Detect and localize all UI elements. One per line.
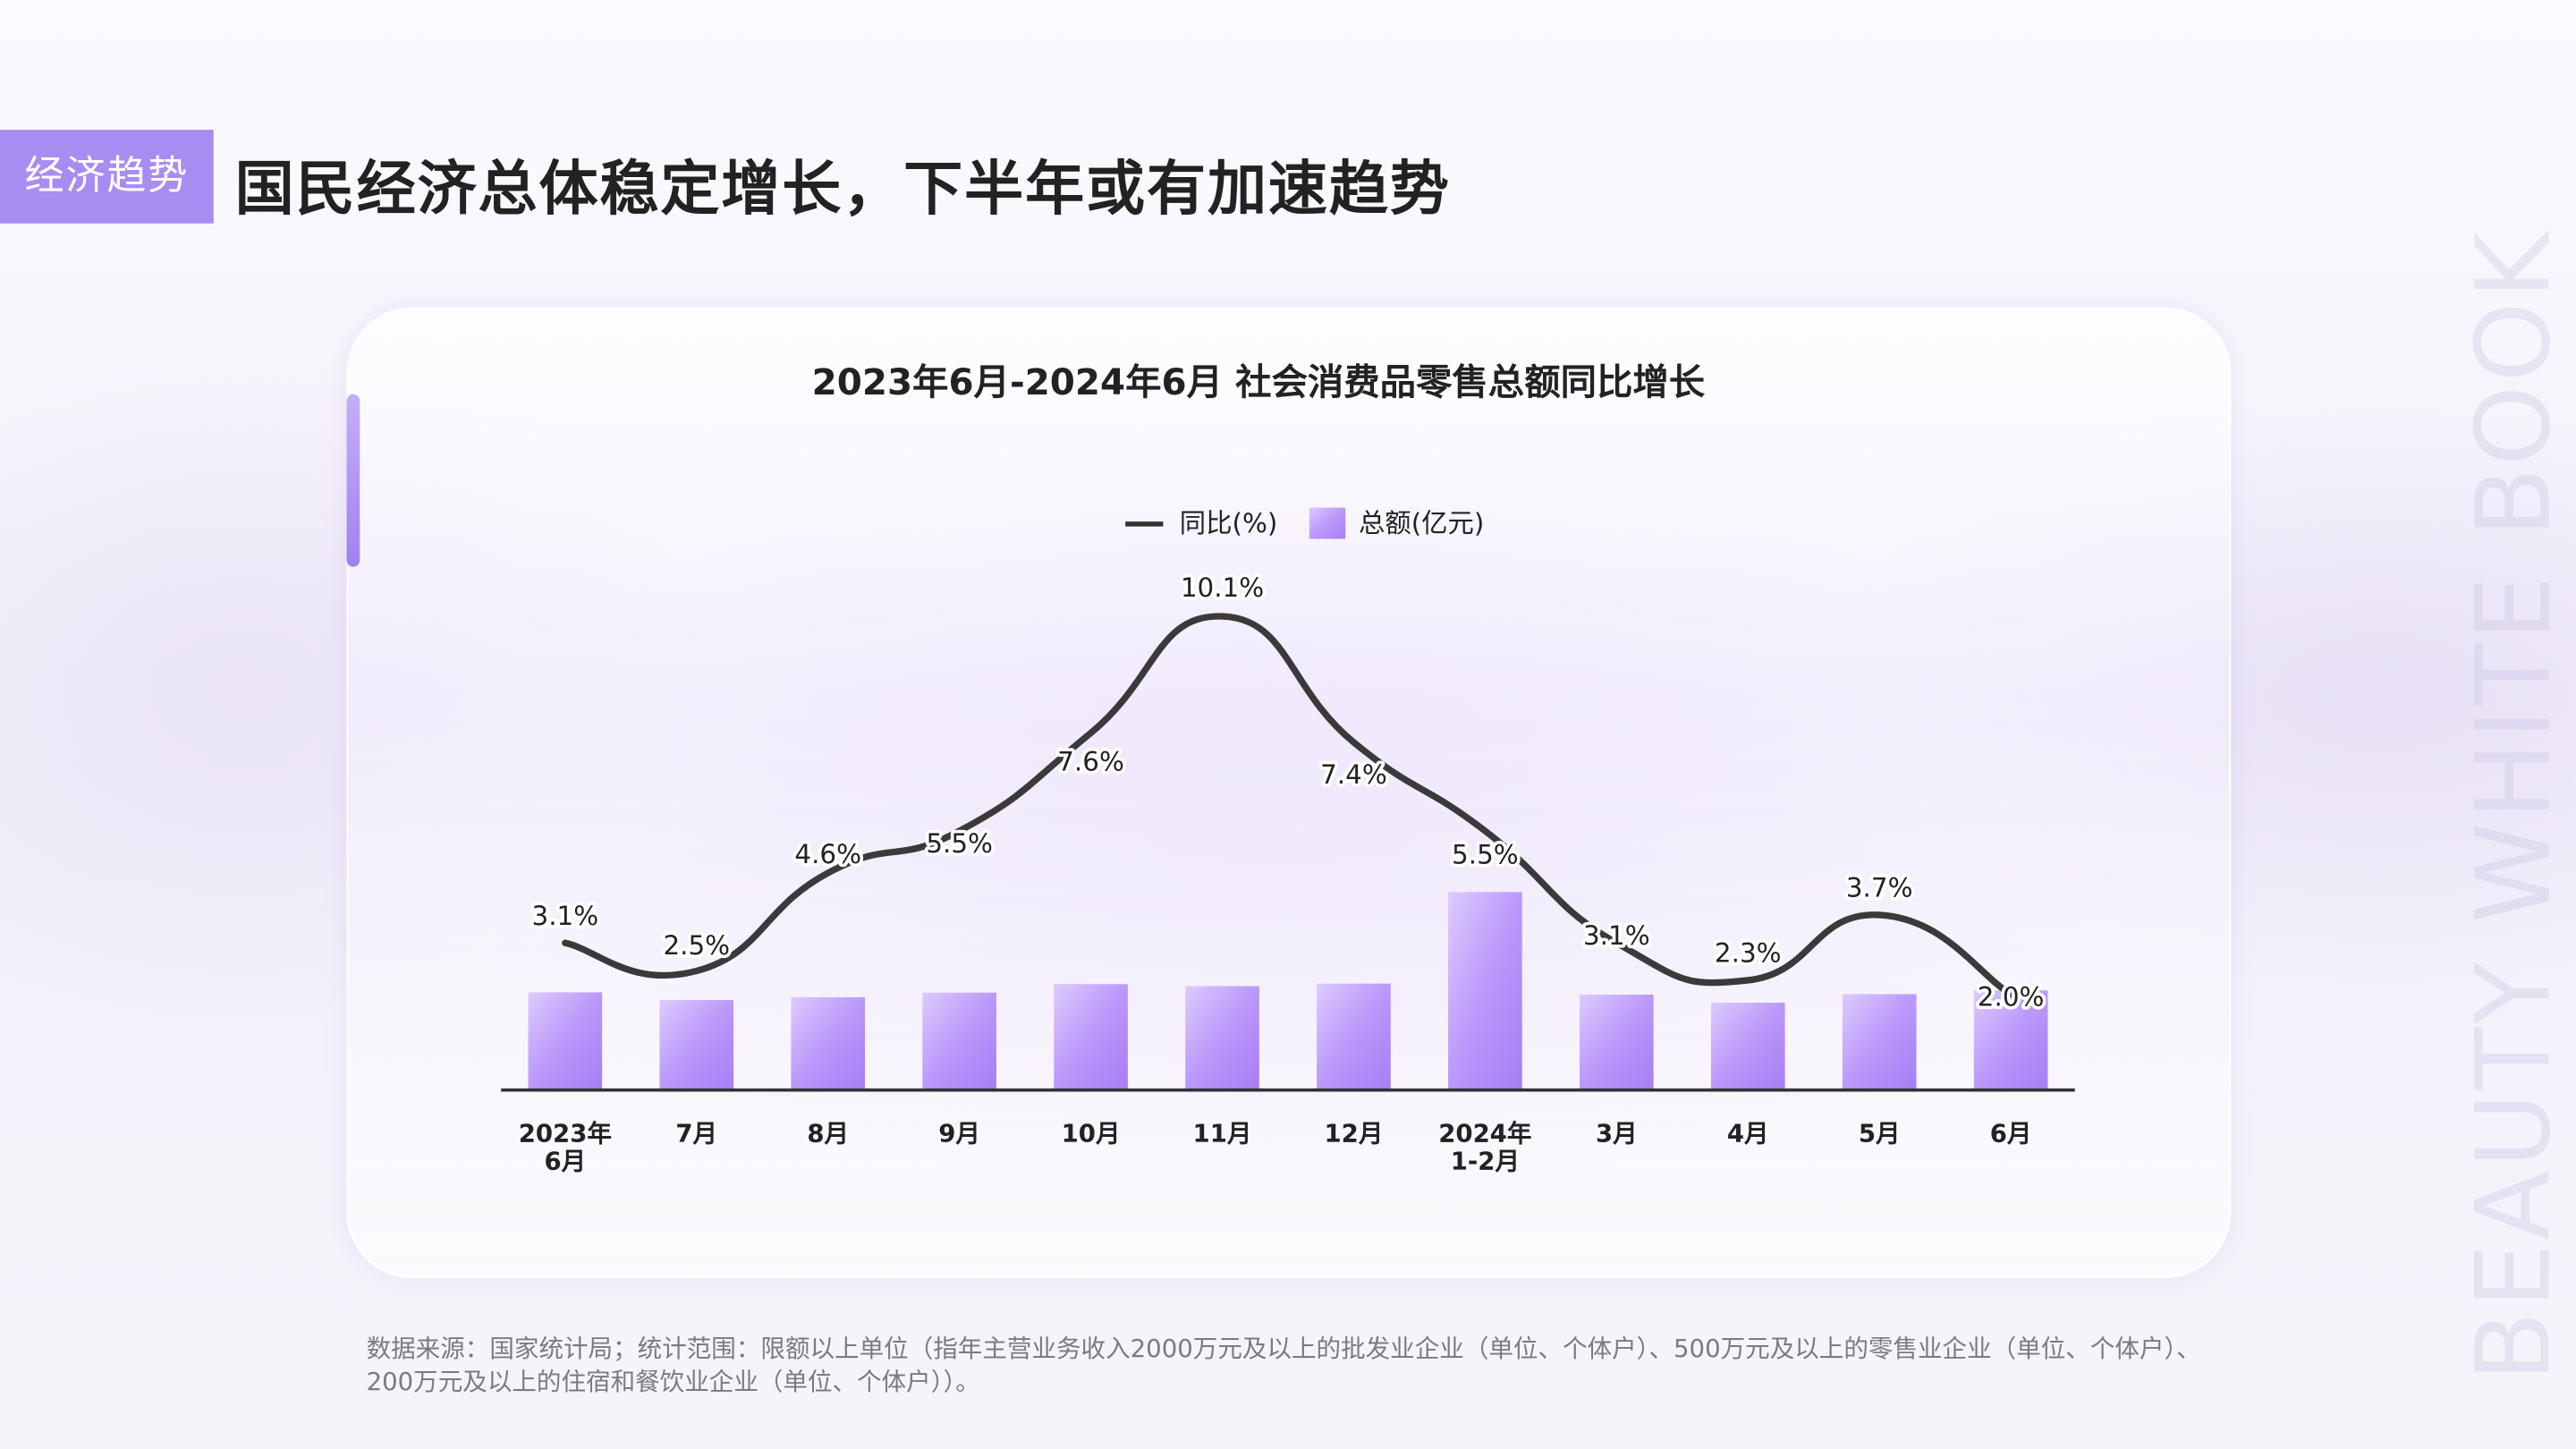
x-tick-label: 3月: [1596, 1120, 1638, 1148]
bar-total: [528, 992, 603, 1089]
yoy-data-label: 3.7%: [1846, 873, 1913, 903]
source-footnote: 数据来源：国家统计局；统计范围：限额以上单位（指年主营业务收入2000万元及以上…: [366, 1334, 2201, 1397]
page-title: 国民经济总体稳定增长，下半年或有加速趋势: [234, 156, 1451, 224]
bar-total: [1448, 892, 1522, 1089]
x-tick-label: 5月: [1859, 1120, 1901, 1148]
yoy-data-label: 2.3%: [1715, 938, 1782, 969]
yoy-data-label: 5.5%: [1452, 840, 1519, 870]
yoy-data-label: 2.5%: [663, 930, 730, 961]
bar-total: [1579, 994, 1654, 1089]
yoy-data-label: 3.1%: [1583, 920, 1650, 951]
x-tick-label: 6月: [544, 1148, 586, 1176]
yoy-data-label: 3.1%: [532, 901, 599, 931]
yoy-data-label: 7.4%: [1320, 759, 1387, 790]
yoy-data-label: 5.5%: [926, 828, 993, 859]
x-tick-label: 10月: [1062, 1120, 1121, 1148]
x-tick-label: 7月: [675, 1120, 717, 1148]
x-tick-label: 1-2月: [1451, 1148, 1520, 1176]
bar-total: [1317, 983, 1391, 1089]
card-accent-bar: [346, 394, 360, 567]
bar-total: [1710, 1002, 1785, 1089]
bar-total: [659, 1000, 734, 1089]
legend-bar-swatch: [1309, 507, 1346, 539]
yoy-data-label: 2.0%: [1978, 981, 2045, 1012]
bar-total: [1842, 994, 1917, 1089]
x-tick-label: 6月: [1990, 1120, 2032, 1148]
x-tick-label: 11月: [1193, 1120, 1252, 1148]
bar-total: [791, 996, 866, 1089]
chart-card: [346, 307, 2232, 1278]
bar-total: [1185, 986, 1259, 1089]
x-tick-label: 9月: [938, 1120, 980, 1148]
chart-title: 2023年6月-2024年6月 社会消费品零售总额同比增长: [812, 360, 1706, 403]
x-tick-label: 2023年: [519, 1120, 612, 1148]
x-tick-label: 8月: [807, 1120, 849, 1148]
legend: 同比(%) 总额(亿元): [1125, 507, 1484, 539]
x-tick-label: 12月: [1324, 1120, 1383, 1148]
x-tick-label: 2024年: [1438, 1120, 1531, 1148]
yoy-data-label: 4.6%: [794, 839, 861, 869]
yoy-data-label: 7.6%: [1057, 747, 1124, 777]
yoy-line: [562, 613, 2014, 998]
section-tag: 经济趋势: [0, 130, 214, 224]
yoy-data-label: 10.1%: [1181, 572, 1264, 603]
legend-label-total: 总额(亿元): [1359, 508, 1484, 538]
bar-total: [1054, 984, 1128, 1089]
bar-total: [1973, 990, 2048, 1089]
legend-label-yoy: 同比(%): [1180, 508, 1278, 538]
bar-total: [922, 992, 996, 1089]
x-tick-label: 4月: [1727, 1120, 1769, 1148]
